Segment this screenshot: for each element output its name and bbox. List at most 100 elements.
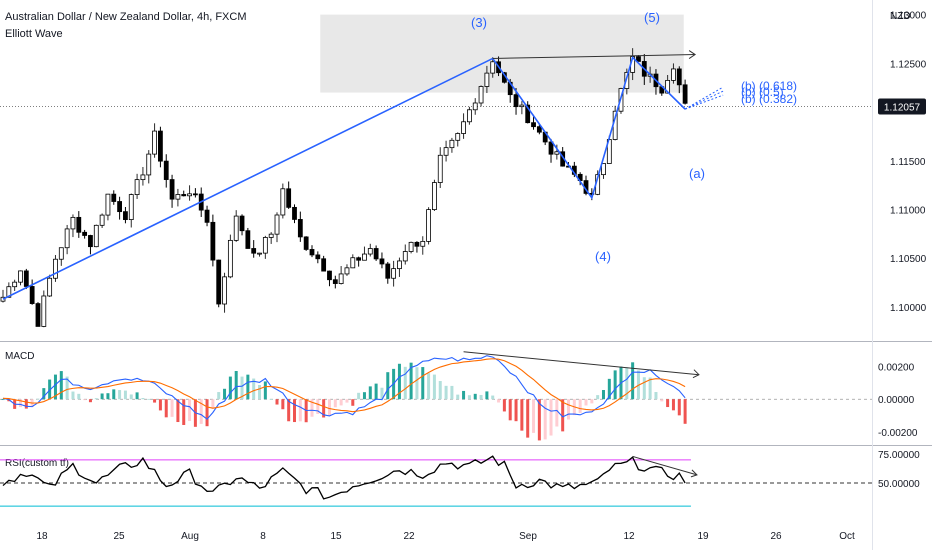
candle-body bbox=[338, 273, 344, 284]
price-tick-label: 1.11000 bbox=[890, 205, 926, 216]
rsi-pane[interactable]: RSI(custom tf) bbox=[0, 455, 872, 507]
macd-histogram-bar bbox=[252, 378, 256, 400]
candle-body bbox=[210, 221, 216, 261]
macd-histogram-bar bbox=[357, 392, 361, 400]
macd-histogram-bar bbox=[333, 399, 337, 408]
candle-body bbox=[455, 133, 461, 141]
macd-histogram-bar bbox=[520, 399, 524, 431]
candle-body bbox=[367, 248, 373, 255]
rsi-tick-label: 75.00000 bbox=[878, 450, 920, 461]
time-tick-label: 12 bbox=[623, 531, 635, 542]
wave-projection bbox=[684, 90, 724, 110]
macd-histogram-bar bbox=[88, 399, 92, 403]
macd-histogram-bar bbox=[660, 399, 664, 402]
macd-line bbox=[2, 355, 686, 420]
macd-histogram-bar bbox=[514, 399, 518, 422]
macd-histogram-bar bbox=[432, 374, 436, 400]
candle-body bbox=[158, 130, 163, 162]
candle-body bbox=[227, 239, 233, 278]
candle-body bbox=[315, 254, 321, 260]
candle-body bbox=[385, 263, 391, 279]
candle-body bbox=[490, 61, 496, 74]
candle-body bbox=[531, 122, 536, 128]
candle-body bbox=[420, 240, 426, 247]
candle-body bbox=[624, 71, 630, 89]
candle-body bbox=[6, 286, 12, 298]
candle-body bbox=[163, 160, 169, 180]
macd-histogram-bar bbox=[415, 367, 419, 400]
candle-body bbox=[554, 151, 560, 155]
macd-histogram-bar bbox=[228, 376, 232, 400]
macd-histogram-bar bbox=[596, 395, 600, 400]
macd-histogram-bar bbox=[65, 376, 69, 400]
macd-histogram-bar bbox=[508, 399, 512, 421]
macd-histogram-bar bbox=[118, 390, 122, 400]
macd-histogram-bar bbox=[613, 370, 617, 400]
candle-body bbox=[408, 241, 414, 252]
currency-label: NZD bbox=[890, 11, 911, 22]
macd-histogram-bar bbox=[164, 399, 168, 418]
candle-body bbox=[105, 193, 111, 216]
macd-histogram-bar bbox=[555, 399, 559, 427]
candle-body bbox=[76, 216, 82, 233]
macd-histogram-bar bbox=[421, 367, 425, 400]
macd-histogram-bar bbox=[123, 390, 127, 400]
macd-histogram-bar bbox=[666, 399, 670, 408]
macd-histogram-bar bbox=[199, 399, 203, 424]
fib-label: (b) (0.5) bbox=[741, 85, 784, 99]
macd-histogram-bar bbox=[83, 399, 87, 401]
macd-histogram-bar bbox=[438, 381, 442, 400]
candle-body bbox=[303, 236, 309, 250]
candle-body bbox=[18, 270, 23, 283]
candle-body bbox=[70, 216, 76, 230]
elliott-wave-line bbox=[2, 55, 686, 300]
time-tick-label: Aug bbox=[181, 531, 199, 542]
price-tick-label: 1.13000 bbox=[890, 11, 927, 22]
macd-histogram-bar bbox=[345, 399, 349, 403]
candle-body bbox=[280, 188, 286, 216]
macd-histogram-bar bbox=[380, 387, 384, 400]
candle-body bbox=[309, 249, 315, 256]
macd-histogram-bar bbox=[59, 371, 63, 400]
wave-projection bbox=[684, 86, 724, 110]
candle-body bbox=[117, 201, 122, 213]
macd-histogram-bar bbox=[234, 370, 238, 400]
candle-body bbox=[356, 257, 362, 261]
wave-label: (5) bbox=[644, 10, 660, 25]
candle-body bbox=[187, 193, 192, 197]
macd-histogram-bar bbox=[112, 389, 116, 400]
macd-histogram-bar bbox=[584, 399, 588, 406]
candle-body bbox=[222, 276, 227, 305]
candle-body bbox=[548, 141, 554, 155]
macd-pane[interactable]: MACD bbox=[0, 351, 872, 441]
resistance-line bbox=[492, 54, 696, 59]
macd-histogram-bar bbox=[135, 392, 139, 400]
price-pane[interactable]: (3) (5) (4) (a) (b) (0.618)(b) (0.5)(b) (0.3… bbox=[0, 10, 872, 328]
candle-body bbox=[99, 214, 105, 226]
candle-body bbox=[525, 104, 531, 124]
candle-body bbox=[257, 252, 262, 255]
candle-body bbox=[251, 248, 257, 254]
macd-histogram-bar bbox=[473, 393, 477, 400]
candle-body bbox=[0, 296, 6, 302]
candle-body bbox=[29, 286, 35, 304]
macd-histogram-bar bbox=[339, 399, 343, 406]
chart-title: Australian Dollar / New Zealand Dollar, … bbox=[5, 11, 247, 23]
signal-line bbox=[2, 358, 686, 413]
fib-label: (b) (0.382) bbox=[741, 92, 797, 106]
macd-tick-label: 0.00200 bbox=[878, 363, 915, 374]
candle-body bbox=[47, 277, 53, 297]
rsi-divergence-arrow bbox=[690, 469, 698, 478]
macd-histogram-bar bbox=[561, 399, 565, 432]
price-tick-label: 1.11500 bbox=[890, 157, 926, 168]
macd-histogram-bar bbox=[631, 362, 635, 400]
macd-histogram-bar bbox=[642, 377, 646, 400]
candle-body bbox=[362, 253, 367, 261]
macd-histogram-bar bbox=[217, 392, 221, 400]
candle-body bbox=[414, 241, 420, 247]
macd-histogram-bar bbox=[153, 399, 157, 403]
macd-histogram-bar bbox=[497, 399, 501, 403]
macd-histogram-bar bbox=[188, 399, 192, 422]
candle-body bbox=[134, 179, 140, 195]
